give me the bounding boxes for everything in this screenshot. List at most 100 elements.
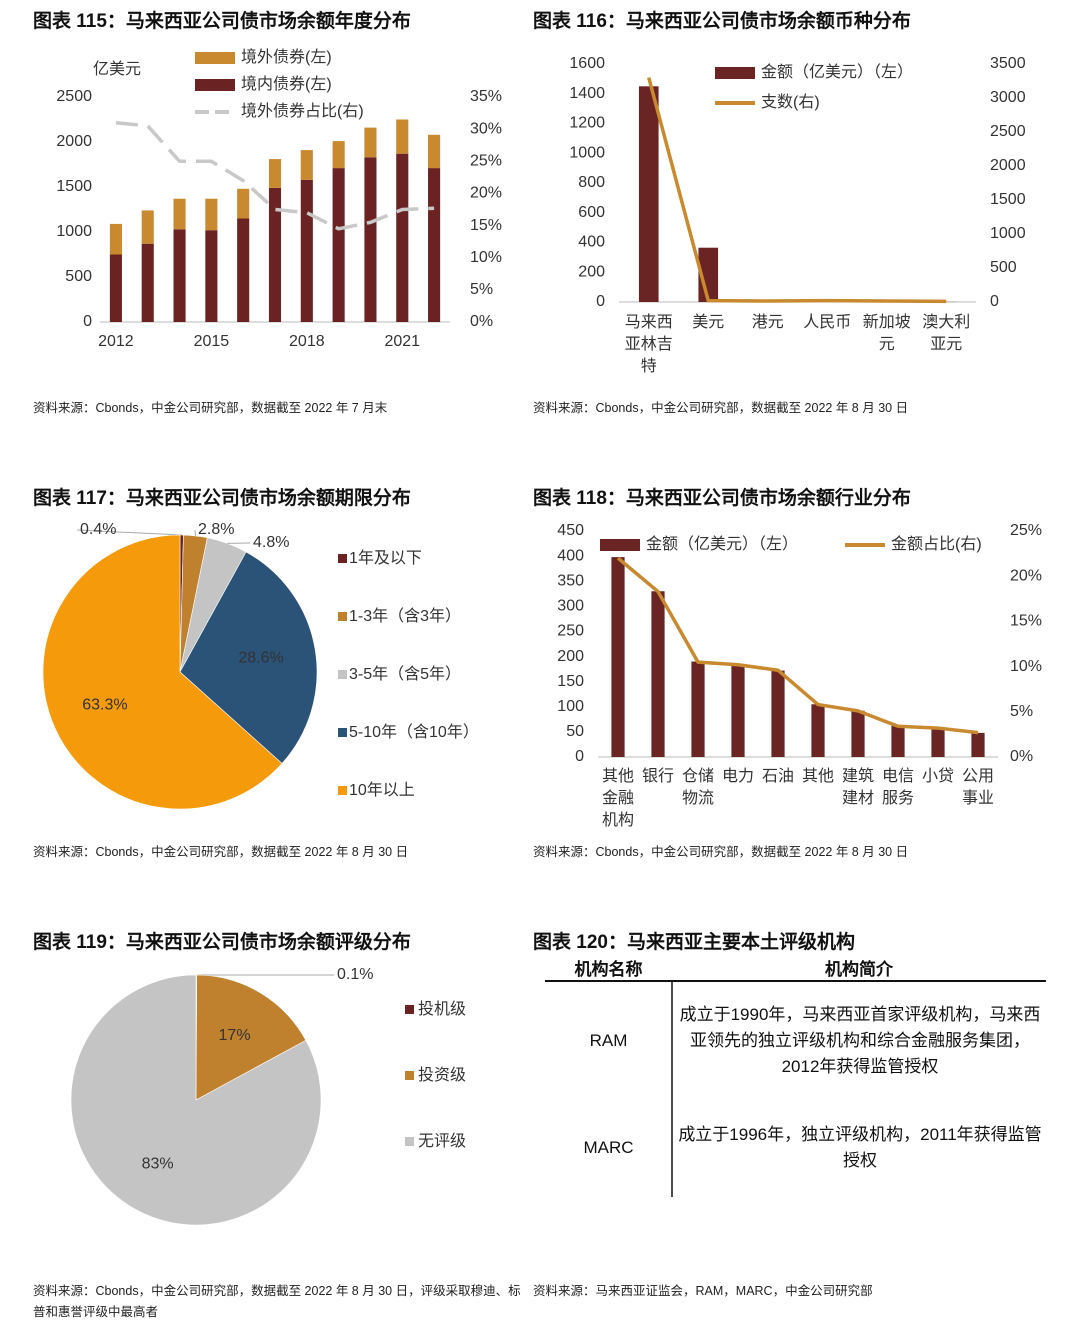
y-axis-label: 亿美元 bbox=[93, 60, 141, 78]
value-label: 83% bbox=[142, 1156, 174, 1173]
pie-slice bbox=[70, 974, 322, 1226]
legend-label: 境外债券占比(右) bbox=[241, 101, 364, 120]
bar bbox=[332, 141, 345, 169]
table-cell: RAM bbox=[589, 1031, 628, 1050]
y-tick-label: 1000 bbox=[569, 144, 605, 161]
legend-label: 金额（亿美元）（左） bbox=[761, 63, 913, 81]
legend-label: 无评级 bbox=[418, 1132, 466, 1150]
bar bbox=[173, 198, 186, 230]
x-tick-label: 银行 bbox=[641, 768, 674, 785]
y2-tick-label: 0% bbox=[1010, 748, 1033, 765]
bar bbox=[109, 223, 122, 255]
x-tick-label: 2021 bbox=[384, 333, 421, 350]
chart-title: 图表 116：马来西亚公司债市场余额币种分布 bbox=[533, 9, 911, 32]
legend-marker bbox=[338, 670, 347, 679]
legend-label: 1-3年（含3年） bbox=[349, 607, 461, 625]
bar bbox=[638, 86, 659, 302]
bar bbox=[173, 229, 186, 322]
y2-tick-label: 15% bbox=[1010, 613, 1042, 630]
legend-marker bbox=[338, 786, 347, 795]
y2-tick-label: 1000 bbox=[990, 225, 1026, 242]
bar bbox=[731, 665, 745, 757]
x-tick-label: 港元 bbox=[751, 314, 784, 331]
source-note: 资料来源：Cbonds，中金公司研究部，数据截至 2022 年 8 月 30 日… bbox=[33, 1284, 521, 1319]
legend-marker bbox=[715, 67, 755, 79]
bar bbox=[332, 168, 345, 322]
y-tick-label: 2500 bbox=[56, 88, 92, 105]
y2-tick-label: 1500 bbox=[990, 191, 1026, 208]
x-tick-label: 2015 bbox=[193, 333, 230, 350]
legend-label: 金额（亿美元）（左） bbox=[646, 535, 798, 553]
legend-label: 5-10年（含10年） bbox=[349, 723, 479, 741]
table-header: 机构名称 bbox=[574, 960, 643, 979]
value-label: 0.4% bbox=[80, 521, 116, 538]
y2-tick-label: 500 bbox=[990, 259, 1017, 276]
legend-label: 10年以上 bbox=[349, 781, 415, 799]
y2-tick-label: 5% bbox=[470, 281, 493, 298]
bar bbox=[109, 254, 122, 322]
bar bbox=[611, 557, 625, 757]
legend-label: 境外债券(左) bbox=[241, 47, 332, 66]
legend-marker bbox=[338, 612, 347, 621]
x-tick-label: 电力 bbox=[721, 768, 754, 785]
y-tick-label: 400 bbox=[578, 234, 605, 251]
y2-tick-label: 15% bbox=[470, 217, 502, 234]
x-tick-label: 2012 bbox=[98, 333, 134, 350]
pie-slice bbox=[42, 534, 283, 810]
legend-label: 1年及以下 bbox=[349, 549, 422, 567]
y2-tick-label: 25% bbox=[470, 153, 502, 170]
bar bbox=[268, 159, 282, 188]
bar bbox=[300, 150, 313, 180]
legend-marker bbox=[405, 1005, 414, 1014]
y-tick-label: 1400 bbox=[569, 85, 605, 102]
y-tick-label: 350 bbox=[557, 572, 584, 589]
y-tick-label: 1600 bbox=[569, 55, 605, 72]
legend-label: 支数(右) bbox=[761, 93, 820, 111]
bar bbox=[141, 210, 154, 244]
bar bbox=[300, 179, 313, 322]
y-tick-label: 0 bbox=[575, 748, 584, 765]
bar bbox=[971, 732, 985, 757]
y-tick-label: 200 bbox=[557, 648, 584, 665]
table-cell: 成立于1990年，马来西亚首家评级机构，马来西亚领先的独立评级机构和综合金融服务… bbox=[679, 1005, 1041, 1076]
y-tick-label: 0 bbox=[83, 313, 92, 330]
bar bbox=[205, 198, 218, 231]
y2-tick-label: 0% bbox=[470, 313, 493, 330]
bar bbox=[811, 704, 825, 757]
legend-marker bbox=[600, 539, 640, 551]
x-tick-label: 澳大利亚元 bbox=[922, 314, 971, 353]
x-tick-label: 新加坡元 bbox=[862, 314, 911, 353]
line-series bbox=[647, 77, 947, 304]
source-note: 资料来源：Cbonds，中金公司研究部，数据截至 2022 年 8 月 30 日 bbox=[533, 401, 909, 415]
legend-label: 投资级 bbox=[418, 1066, 466, 1084]
y2-tick-label: 10% bbox=[1010, 658, 1042, 675]
table-header: 机构简介 bbox=[825, 960, 893, 979]
bar bbox=[428, 134, 441, 169]
leader-line bbox=[76, 529, 182, 536]
y-tick-label: 600 bbox=[578, 204, 605, 221]
line-series bbox=[115, 120, 435, 231]
chart-title: 图表 119：马来西亚公司债市场余额评级分布 bbox=[33, 930, 411, 953]
bar bbox=[396, 119, 409, 154]
y2-tick-label: 5% bbox=[1010, 703, 1033, 720]
y-tick-label: 100 bbox=[557, 698, 584, 715]
y2-tick-label: 3000 bbox=[990, 89, 1026, 106]
chart-title: 图表 115：马来西亚公司债市场余额年度分布 bbox=[33, 9, 411, 32]
y2-tick-label: 25% bbox=[1010, 522, 1042, 539]
legend-marker bbox=[405, 1071, 414, 1080]
x-tick-label: 小贷 bbox=[921, 768, 954, 785]
y-tick-label: 1500 bbox=[56, 178, 92, 195]
bar bbox=[364, 157, 377, 322]
y2-tick-label: 0 bbox=[990, 293, 999, 310]
legend-marker bbox=[405, 1137, 414, 1146]
table-title: 图表 120：马来西亚主要本土评级机构 bbox=[533, 930, 855, 953]
source-note: 资料来源：马来西亚证监会，RAM，MARC，中金公司研究部 bbox=[533, 1284, 873, 1298]
pie-slice bbox=[195, 974, 307, 1101]
bar bbox=[205, 230, 218, 322]
legend-marker bbox=[195, 79, 235, 91]
value-label: 0.1% bbox=[337, 966, 373, 983]
y-tick-label: 150 bbox=[557, 673, 584, 690]
y-tick-label: 50 bbox=[566, 723, 584, 740]
bar bbox=[771, 670, 785, 757]
legend-label: 投机级 bbox=[418, 1000, 466, 1018]
